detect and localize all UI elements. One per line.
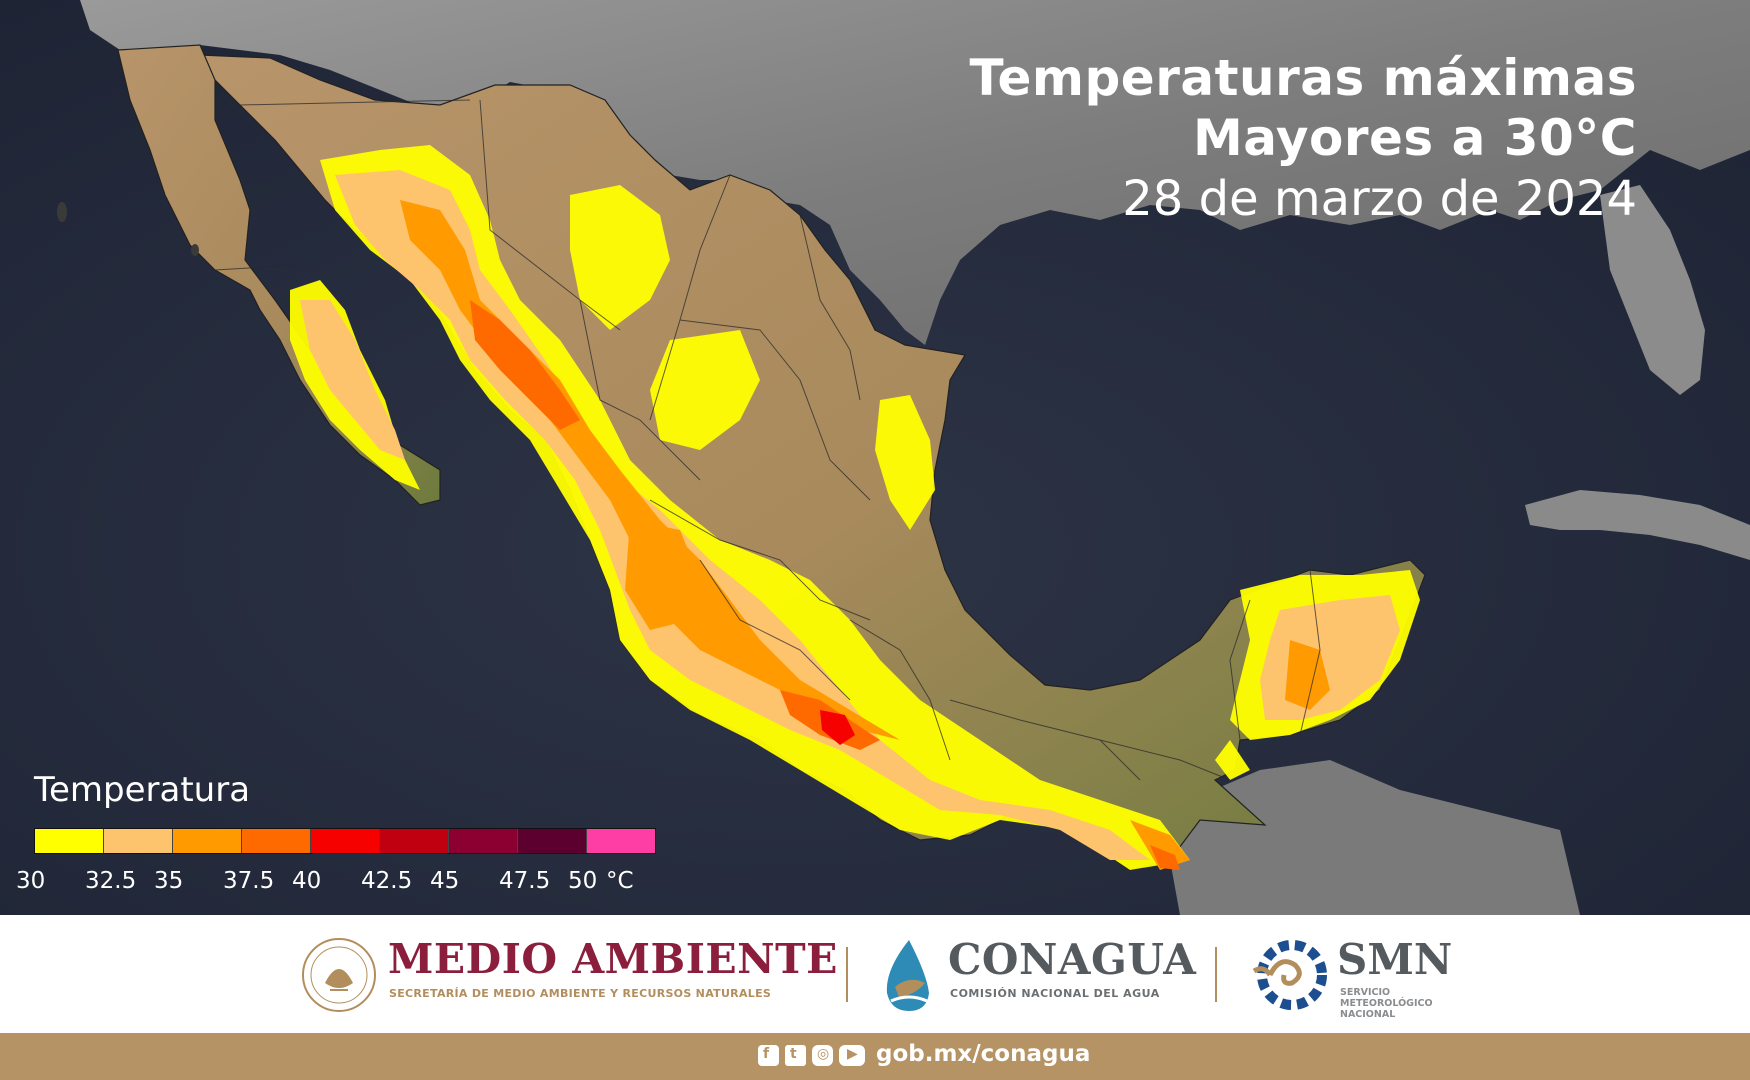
- temperature-map: [0, 0, 1750, 915]
- legend-swatch: [173, 829, 242, 853]
- smn-subtitle: SERVICIO METEOROLÓGICO NACIONAL: [1340, 987, 1433, 1020]
- legend-swatch: [35, 829, 104, 853]
- legend-swatch: [242, 829, 311, 853]
- footer-logos: MEDIO AMBIENTE SECRETARÍA DE MEDIO AMBIE…: [0, 915, 1750, 1033]
- gob-url-link[interactable]: gob.mx/conagua: [876, 1041, 1091, 1067]
- legend-tick-label: 50: [568, 868, 598, 894]
- legend-swatch: [449, 829, 518, 853]
- social-icons: f t ◎ ▶: [758, 1045, 865, 1066]
- instagram-icon[interactable]: ◎: [812, 1045, 833, 1066]
- legend-swatch: [587, 829, 655, 853]
- conagua-drop-icon: [886, 940, 929, 1011]
- map-title-block: Temperaturas máximas Mayores a 30°C 28 d…: [970, 48, 1637, 230]
- legend-tick-label: 47.5: [499, 868, 551, 894]
- legend-ticks: 30 32.5 35 37.5 40 42.5 45 47.5 50 °C: [16, 868, 716, 898]
- temperature-overlay: [290, 145, 1420, 870]
- bottom-bar: f t ◎ ▶ gob.mx/conagua: [0, 1033, 1750, 1080]
- legend-tick-label: 35: [154, 868, 184, 894]
- legend-tick-label: 45: [430, 868, 460, 894]
- conagua-subtitle: COMISIÓN NACIONAL DEL AGUA: [950, 987, 1160, 1000]
- mexico-seal-icon: [302, 938, 376, 1012]
- legend-tick-label: 30: [16, 868, 46, 894]
- facebook-icon[interactable]: f: [758, 1045, 779, 1066]
- legend-swatch: [311, 829, 380, 853]
- legend-swatch: [380, 829, 449, 853]
- medio-ambiente-name: MEDIO AMBIENTE: [388, 935, 838, 983]
- conagua-name: CONAGUA: [948, 935, 1197, 984]
- map-title-line1: Temperaturas máximas: [969, 49, 1637, 107]
- medio-ambiente-subtitle: SECRETARÍA DE MEDIO AMBIENTE Y RECURSOS …: [389, 987, 772, 1000]
- map-title-line2: Mayores a 30°C: [1192, 109, 1637, 167]
- separator: [846, 947, 848, 1002]
- legend-swatch: [518, 829, 587, 853]
- central-america-land: [1170, 760, 1580, 915]
- state-borders: [214, 99, 1321, 781]
- smn-name: SMN: [1337, 935, 1453, 984]
- smn-gear-icon: [1252, 940, 1327, 1010]
- cuba-land: [1525, 490, 1750, 560]
- legend-swatch: [104, 829, 173, 853]
- twitter-icon[interactable]: t: [785, 1045, 806, 1066]
- legend-tick-label: 37.5: [223, 868, 275, 894]
- legend-title: Temperatura: [34, 770, 251, 810]
- separator: [1215, 947, 1217, 1002]
- legend-color-bar: [34, 828, 656, 854]
- baja-california: [117, 44, 441, 506]
- florida-land: [1600, 185, 1705, 395]
- legend-tick-label: 42.5: [361, 868, 413, 894]
- island: [191, 244, 199, 256]
- map-date: 28 de marzo de 2024: [1122, 171, 1637, 227]
- legend-tick-label: 32.5: [85, 868, 137, 894]
- legend-unit: °C: [606, 868, 634, 894]
- island: [57, 202, 67, 222]
- youtube-icon[interactable]: ▶: [839, 1045, 865, 1066]
- legend-tick-label: 40: [292, 868, 322, 894]
